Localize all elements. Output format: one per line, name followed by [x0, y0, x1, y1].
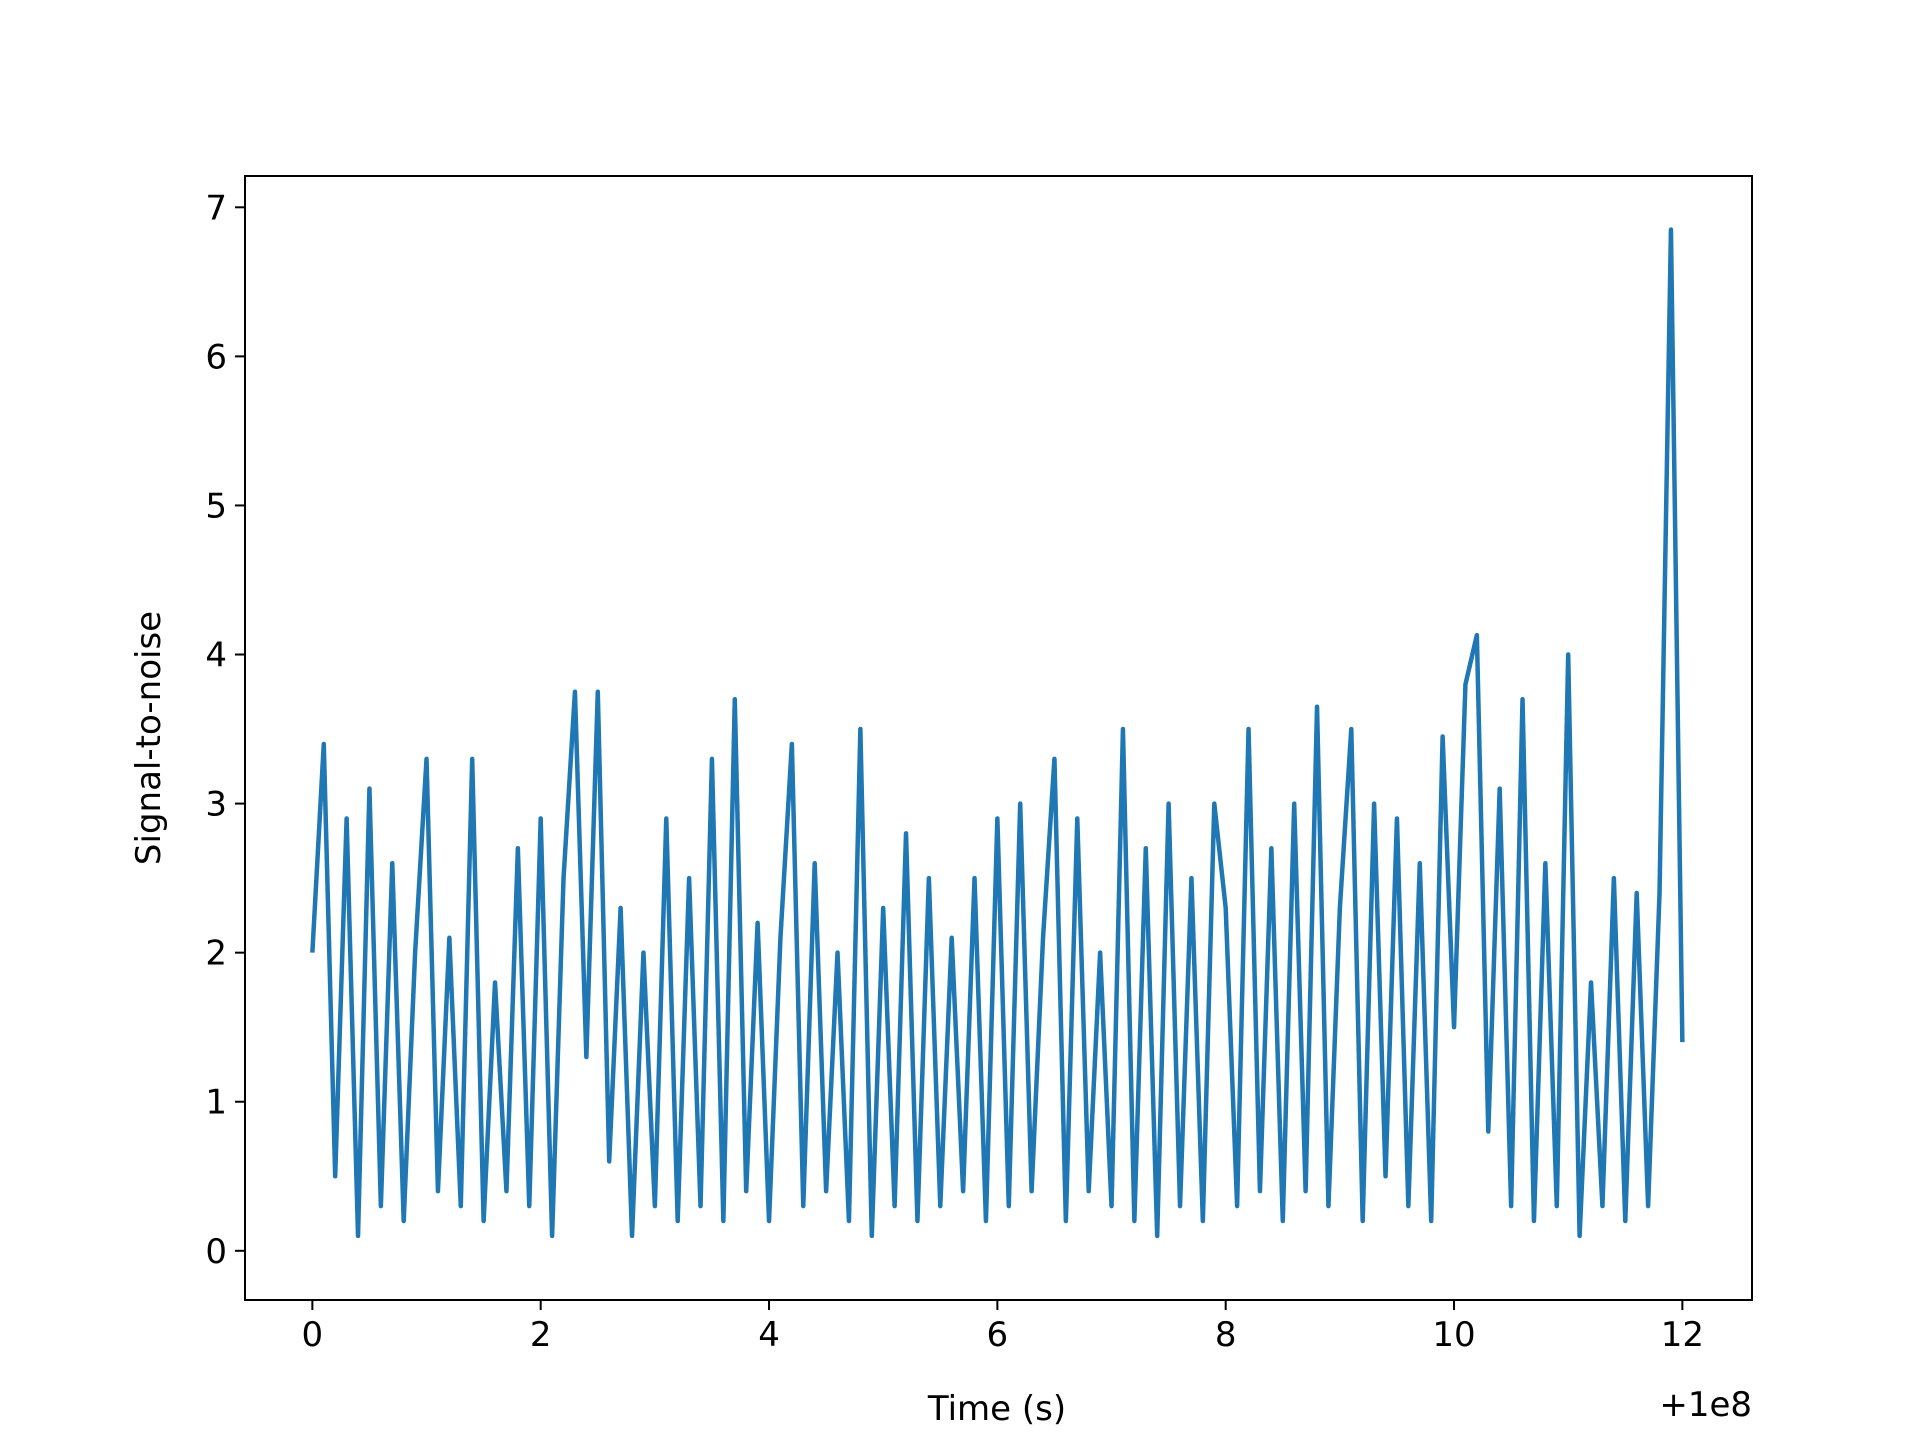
x-offset-label: +1e8 [1659, 1385, 1752, 1425]
y-tick-label: 2 [205, 934, 227, 974]
x-tick-label: 10 [1432, 1315, 1475, 1355]
y-tick-label: 3 [205, 785, 227, 825]
y-tick-label: 6 [205, 337, 227, 377]
y-axis-label: Signal-to-noise [129, 611, 169, 865]
plot-frame [244, 175, 1753, 1301]
x-tick-label: 4 [758, 1315, 780, 1355]
x-tick-label: 0 [302, 1315, 324, 1355]
x-tick-label: 6 [987, 1315, 1009, 1355]
data-line [310, 227, 1685, 1239]
x-axis-label: Time (s) [927, 1389, 1066, 1429]
y-tick-label: 4 [205, 636, 227, 676]
x-tick-label: 2 [530, 1315, 552, 1355]
y-tick-label: 7 [205, 188, 227, 228]
x-tick-label: 12 [1661, 1315, 1704, 1355]
y-tick-label: 5 [205, 486, 227, 526]
x-tick-label: 8 [1215, 1315, 1237, 1355]
y-tick-label: 0 [205, 1232, 227, 1272]
y-tick-label: 1 [205, 1083, 227, 1123]
